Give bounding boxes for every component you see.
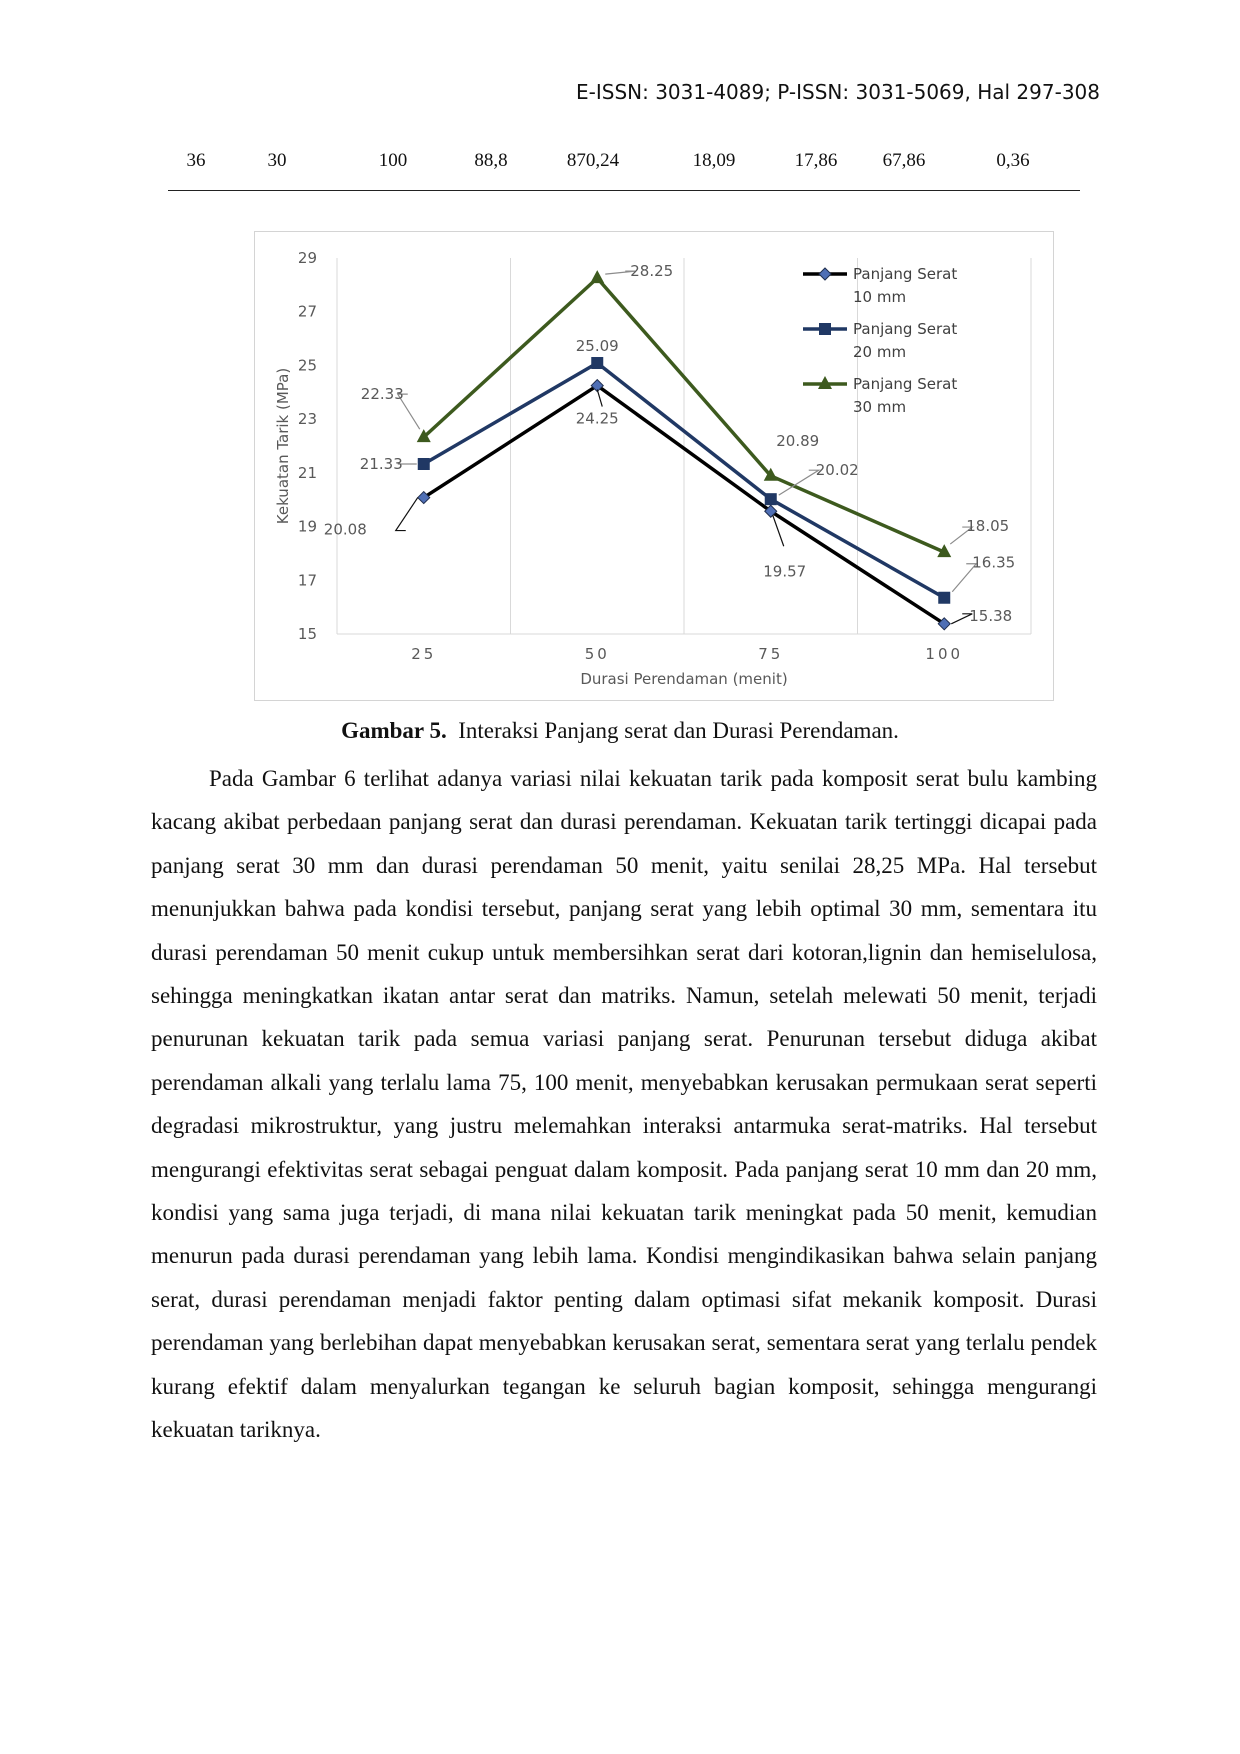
table-cell: 0,36 [996, 150, 1030, 171]
table-row: 36 30 100 88,8 870,24 18,09 17,86 67,86 … [168, 150, 1080, 191]
data-label: 22.33 [361, 385, 404, 403]
data-label: 15.38 [969, 607, 1012, 625]
legend-label: 30 mm [853, 398, 906, 416]
data-label-leader [394, 497, 419, 532]
y-tick-label: 23 [298, 410, 317, 428]
data-point-marker [416, 429, 431, 443]
x-tick-label: 50 [585, 645, 610, 663]
data-label: 19.57 [763, 562, 806, 580]
x-tick-label: 75 [758, 645, 783, 663]
data-point-marker [937, 617, 951, 631]
data-label: 24.25 [576, 410, 619, 428]
data-point-marker [591, 357, 604, 370]
table-cell: 100 [378, 150, 408, 171]
x-tick-label: 25 [411, 645, 436, 663]
body-paragraph: Pada Gambar 6 terlihat adanya variasi ni… [151, 766, 1097, 1443]
legend-label: Panjang Serat [853, 320, 957, 338]
table-cell: 870,24 [566, 150, 620, 171]
data-point-marker [417, 457, 430, 470]
series-line [422, 361, 946, 600]
data-label-leader [772, 515, 785, 547]
y-tick-label: 21 [298, 464, 317, 482]
data-label: 20.02 [816, 461, 859, 479]
journal-issn-header: E-ISSN: 3031-4089; P-ISSN: 3031-5069, Ha… [576, 80, 1100, 104]
series-line [422, 383, 946, 626]
series-line [422, 276, 945, 554]
data-label: 18.05 [966, 517, 1009, 535]
legend-label: 20 mm [853, 343, 906, 361]
data-point-marker [938, 591, 951, 604]
data-point-marker [763, 467, 778, 481]
y-tick-label: 29 [298, 249, 317, 267]
legend-label: Panjang Serat [853, 265, 957, 283]
data-label: 20.89 [776, 432, 819, 450]
x-tick-label: 100 [925, 645, 963, 663]
data-label: 20.08 [324, 521, 367, 539]
data-label-leader [951, 563, 978, 593]
data-label: 16.35 [972, 554, 1015, 572]
data-label: 21.33 [360, 455, 403, 473]
table-cell: 30 [267, 150, 287, 171]
data-label-leader [949, 526, 975, 545]
legend-marker [819, 323, 831, 335]
y-tick-label: 15 [298, 625, 317, 643]
data-point-marker [764, 493, 777, 506]
data-label-leader [596, 389, 603, 407]
line-chart: 15 17 19 21 23 25 27 29 25 50 75 100 Durasi Perendam… [254, 231, 1054, 701]
caption-label: Gambar 5. [341, 718, 447, 743]
table-cell: 18,09 [692, 150, 736, 171]
y-tick-label: 17 [298, 571, 317, 589]
data-label: 25.09 [576, 337, 619, 355]
data-point-marker [764, 504, 778, 518]
data-point-marker [417, 490, 431, 505]
data-label-leader [778, 469, 821, 496]
table-cell: 88,8 [474, 150, 508, 171]
y-tick-label: 27 [298, 303, 317, 321]
caption-text: Interaksi Panjang serat dan Durasi Peren… [458, 718, 899, 743]
x-axis-title: Durasi Perendaman (menit) [580, 670, 787, 688]
legend-marker [818, 376, 832, 389]
data-label-leader [950, 613, 973, 625]
table-cell: 36 [186, 150, 206, 171]
data-point-marker [937, 544, 952, 558]
y-tick-label: 25 [298, 356, 317, 374]
data-label: 28.25 [630, 262, 673, 280]
data-label-leader [605, 270, 636, 275]
y-tick-label: 19 [298, 518, 317, 536]
data-point-marker [590, 270, 605, 284]
legend-label: 10 mm [853, 288, 906, 306]
table-cell: 17,86 [794, 150, 838, 171]
chart-canvas: 15 17 19 21 23 25 27 29 25 50 75 100 Durasi Perendam… [274, 249, 1032, 688]
legend-label: Panjang Serat [853, 375, 957, 393]
y-axis-title: Kekuatan Tarik (MPa) [274, 368, 292, 524]
table-cell: 67,86 [882, 150, 926, 171]
data-label-leader [396, 393, 421, 430]
legend-marker [818, 267, 832, 281]
figure-caption: Gambar 5. Interaksi Panjang serat dan Du… [0, 718, 1240, 744]
